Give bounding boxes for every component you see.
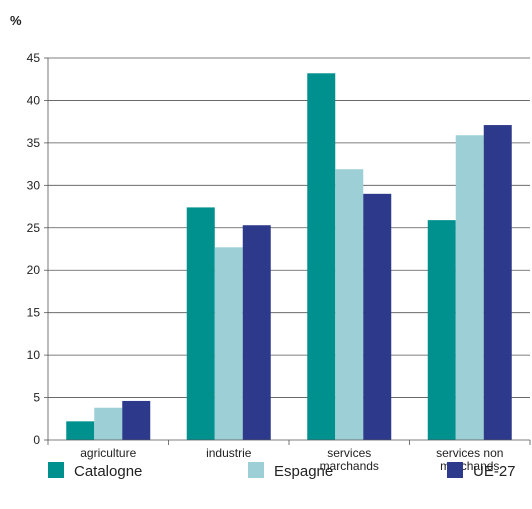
y-axis-label: % [10, 13, 22, 28]
legend-swatch [248, 462, 264, 478]
bar [66, 421, 95, 440]
axes [47, 58, 531, 445]
y-tick-label: 15 [27, 306, 41, 320]
legend-label: UE-27 [473, 463, 516, 480]
bar [427, 220, 456, 440]
legend-item: Espagne [248, 462, 333, 480]
y-tick-label: 40 [27, 93, 41, 107]
category-label: industrie [206, 446, 252, 460]
legend-item: UE-27 [447, 462, 516, 480]
y-tick-label: 25 [27, 221, 41, 235]
legend-label: Espagne [274, 463, 333, 480]
category-label: agriculture [80, 446, 136, 460]
y-tick-label: 45 [27, 51, 41, 65]
y-tick-labels: 0 5 10 15 20 25 30 35 40 45 [27, 51, 41, 447]
bar [455, 135, 484, 440]
legend-label: Catalogne [74, 463, 142, 480]
bar [186, 207, 215, 440]
y-tick-label: 20 [27, 263, 41, 277]
y-tick-label: 0 [33, 433, 40, 447]
bar [363, 193, 392, 440]
bar [335, 169, 364, 440]
legend-swatch [447, 462, 463, 478]
legend: Catalogne Espagne UE-27 [48, 462, 516, 480]
legend-swatch [48, 462, 64, 478]
y-tick-label: 10 [27, 348, 41, 362]
bar [483, 125, 512, 440]
y-tick-label: 5 [33, 391, 40, 405]
y-tick-label: 35 [27, 136, 41, 150]
category-label: services marchands [320, 446, 379, 473]
category-labels: agriculture industrie services marchandsser… [80, 446, 503, 473]
legend-item: Catalogne [48, 462, 142, 480]
bar [122, 400, 151, 440]
bar [214, 247, 243, 440]
y-tick-label: 30 [27, 178, 41, 192]
bar [307, 73, 336, 440]
bar [94, 407, 123, 440]
bar [242, 225, 271, 440]
bars [66, 73, 512, 440]
